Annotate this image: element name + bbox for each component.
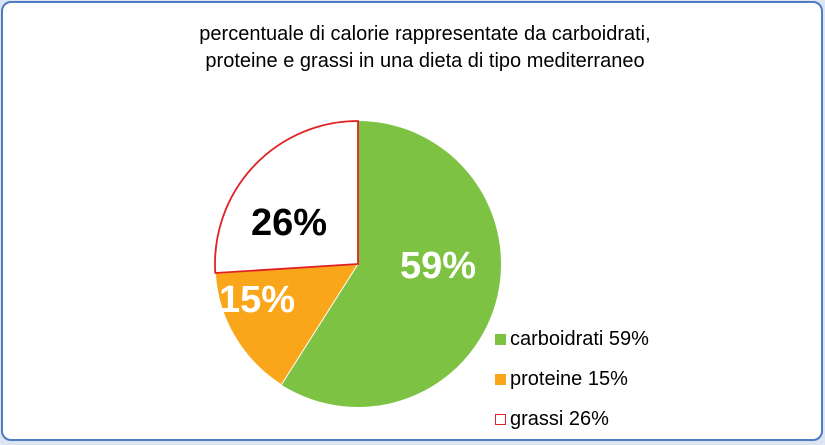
- chart-title-line-1: percentuale di calorie rappresentate da …: [199, 23, 651, 45]
- pie-slice-label-grassi: 26%: [251, 202, 327, 244]
- legend-item-grassi: grassi 26%: [495, 407, 649, 431]
- legend-item-carboidrati: carboidrati 59%: [495, 327, 649, 351]
- chart-title: percentuale di calorie rappresentate da …: [30, 21, 820, 75]
- pie-slice-label-proteine: 15%: [219, 279, 295, 321]
- legend-label-proteine: proteine 15%: [510, 367, 628, 390]
- chart-title-line-2: proteine e grassi in una dieta di tipo m…: [205, 50, 645, 72]
- legend-marker-proteine-icon: [495, 373, 506, 385]
- pie-slice-proteine: [214, 263, 359, 386]
- pie-slice-label-carboidrati: 59%: [400, 245, 476, 287]
- legend-marker-carboidrati-icon: [495, 333, 506, 345]
- legend-item-proteine: proteine 15%: [495, 367, 649, 391]
- pie-slice-grassi: [214, 120, 359, 274]
- pie-slice-carboidrati: [281, 121, 502, 407]
- legend-label-carboidrati: carboidrati 59%: [510, 327, 649, 350]
- legend-marker-grassi-icon: [495, 413, 506, 425]
- chart-legend: carboidrati 59% proteine 15% grassi 26%: [495, 327, 649, 445]
- legend-label-grassi: grassi 26%: [510, 407, 609, 430]
